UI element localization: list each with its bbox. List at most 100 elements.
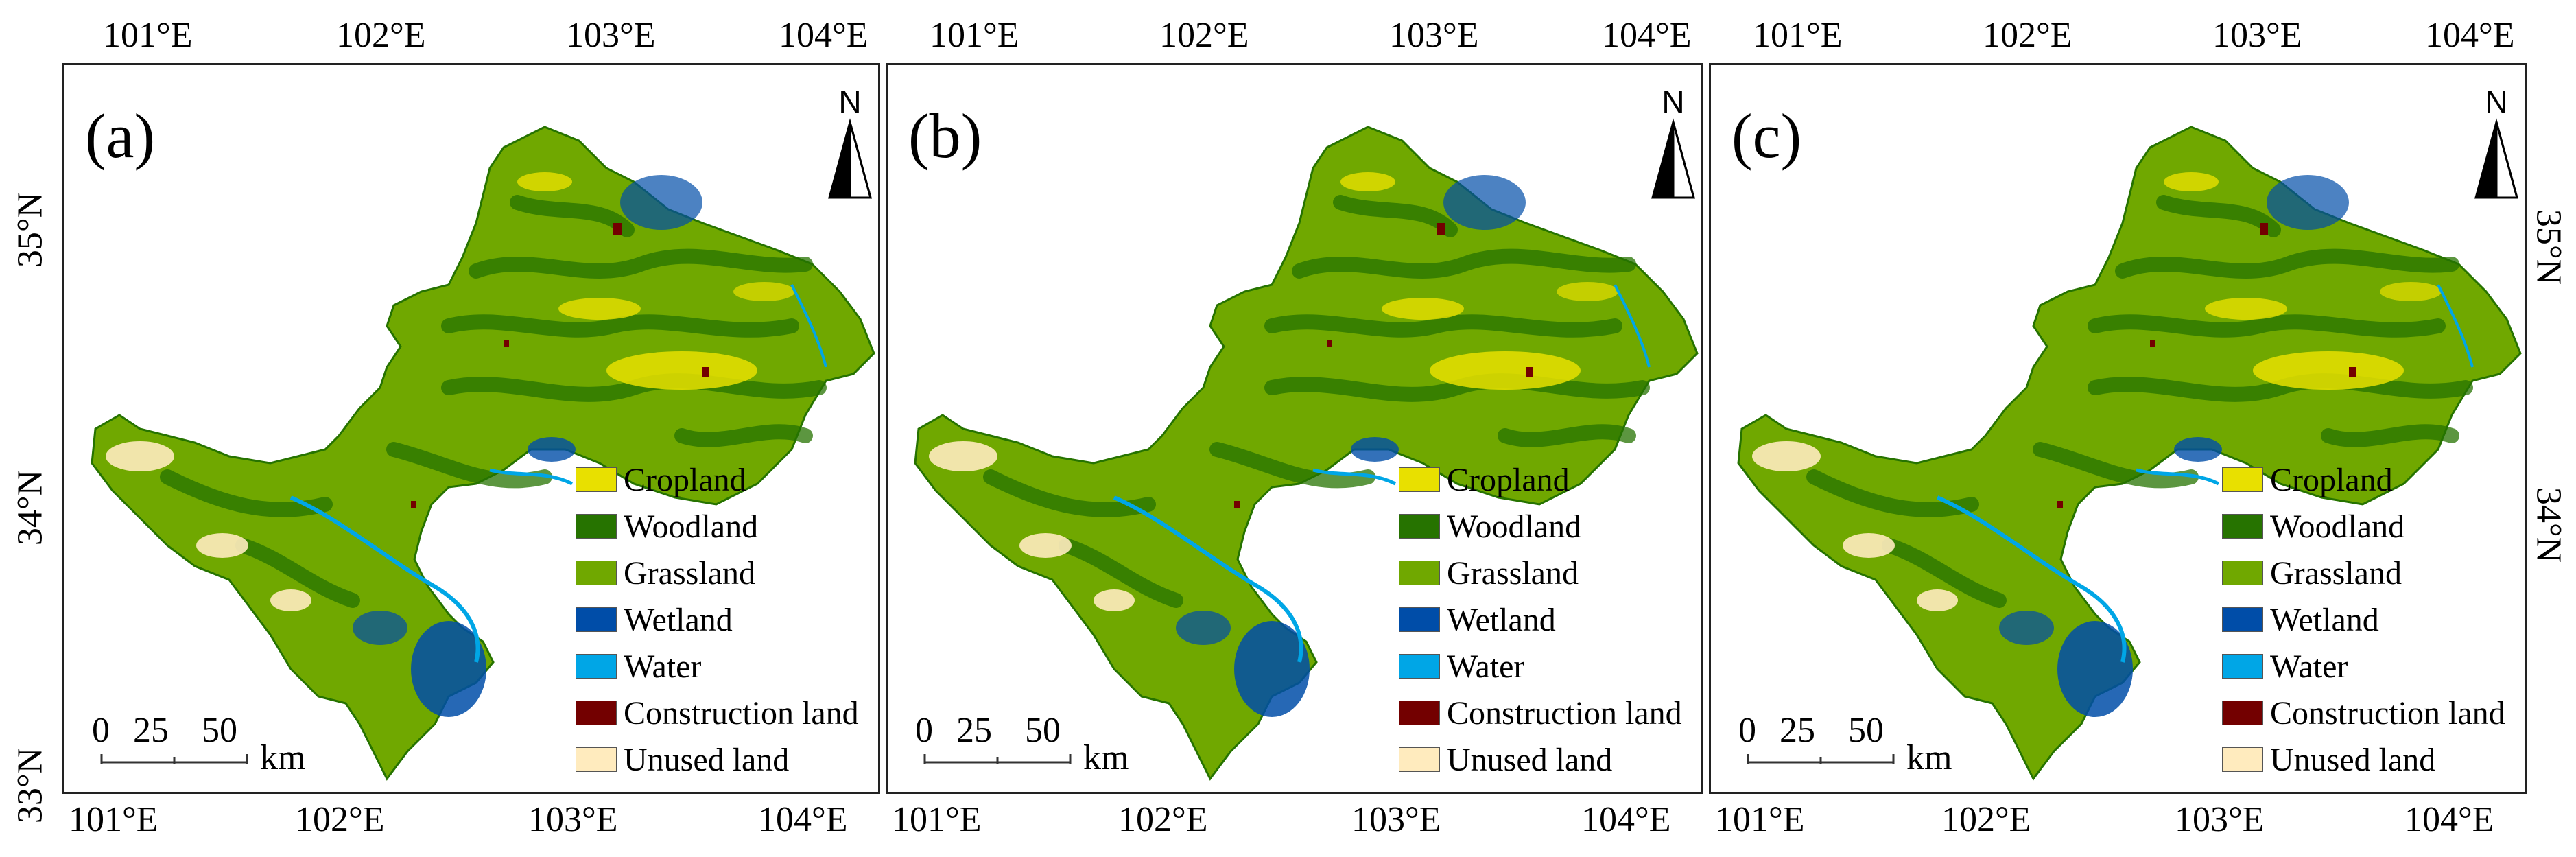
scale-tick: 0	[1738, 711, 1756, 750]
panel-label: (b)	[908, 101, 982, 171]
swatch-wetland	[2222, 607, 2263, 632]
lon-tick-top: 103°E	[566, 16, 656, 55]
lon-tick-top: 101°E	[103, 16, 193, 55]
scale-bar: 0 25 50 km	[92, 710, 325, 786]
legend: Cropland Woodland Grassland Wetland Wate…	[576, 456, 877, 783]
lat-tick-left: 34°N	[10, 469, 50, 546]
swatch-unused-land	[2222, 747, 2263, 772]
north-arrow: N	[819, 84, 878, 201]
scale-bar: 0 25 50 km	[915, 710, 1148, 786]
swatch-water	[1399, 654, 1440, 679]
legend-item-construction-land: Construction land	[1399, 690, 1701, 736]
swatch-wetland	[576, 607, 617, 632]
lat-tick-right: 34°N	[2529, 486, 2568, 563]
legend-label: Woodland	[624, 508, 759, 545]
legend-label: Construction land	[1447, 694, 1682, 731]
legend: Cropland Woodland Grassland Wetland Wate…	[2222, 456, 2524, 783]
lon-tick-bottom: 101°E	[1715, 800, 1805, 839]
scale-tick: 50	[202, 711, 237, 750]
swatch-water	[576, 654, 617, 679]
legend-item-woodland: Woodland	[576, 503, 877, 550]
lon-tick-top: 102°E	[1983, 16, 2072, 55]
legend-item-water: Water	[576, 643, 877, 690]
lon-tick-bottom: 104°E	[2404, 800, 2494, 839]
legend-label: Water	[2270, 648, 2348, 685]
scale-unit: km	[260, 738, 306, 777]
land-use-map-c	[1737, 126, 2522, 781]
legend-item-construction-land: Construction land	[576, 690, 877, 736]
scale-tick: 25	[956, 711, 992, 750]
legend-label: Wetland	[1447, 601, 1556, 638]
legend-item-wetland: Wetland	[1399, 596, 1701, 643]
legend-item-woodland: Woodland	[1399, 503, 1701, 550]
north-label: N	[2485, 84, 2508, 119]
north-arrow-icon	[1651, 118, 1695, 199]
legend-label: Wetland	[2270, 601, 2379, 638]
lat-tick-right: 35°N	[2529, 209, 2568, 285]
legend-label: Woodland	[2270, 508, 2405, 545]
lon-tick-top: 102°E	[1159, 16, 1249, 55]
lon-tick-bottom: 102°E	[1941, 800, 2031, 839]
scale-bar: 0 25 50 km	[1738, 710, 1972, 786]
legend-label: Woodland	[1447, 508, 1582, 545]
scale-tick: 0	[92, 711, 110, 750]
lon-tick-top: 101°E	[930, 16, 1019, 55]
panel-label: (c)	[1732, 101, 1802, 171]
lon-tick-bottom: 102°E	[295, 800, 385, 839]
north-arrow: N	[2466, 84, 2525, 201]
land-use-map-b	[914, 126, 1699, 781]
legend-item-water: Water	[2222, 643, 2524, 690]
lon-tick-top: 103°E	[2212, 16, 2302, 55]
scale-unit: km	[1906, 738, 1952, 777]
swatch-unused-land	[576, 747, 617, 772]
swatch-cropland	[2222, 467, 2263, 492]
north-arrow-icon	[2474, 118, 2518, 199]
legend-label: Grassland	[1447, 554, 1579, 591]
swatch-wetland	[1399, 607, 1440, 632]
legend-item-wetland: Wetland	[2222, 596, 2524, 643]
lon-tick-top: 104°E	[2425, 16, 2515, 55]
legend-item-cropland: Cropland	[1399, 456, 1701, 503]
lon-tick-bottom: 101°E	[892, 800, 982, 839]
lon-tick-top: 102°E	[336, 16, 426, 55]
legend-label: Grassland	[624, 554, 755, 591]
lon-tick-bottom: 103°E	[1351, 800, 1441, 839]
swatch-grassland	[2222, 561, 2263, 585]
map-panel-c: (c) N Cropland Woodland Grassland Wetlan…	[1709, 63, 2527, 794]
legend-item-grassland: Grassland	[1399, 550, 1701, 596]
north-label: N	[1662, 84, 1685, 119]
swatch-grassland	[1399, 561, 1440, 585]
lon-tick-bottom: 104°E	[758, 800, 848, 839]
legend-label: Cropland	[2270, 461, 2393, 498]
legend-item-woodland: Woodland	[2222, 503, 2524, 550]
scale-bar-line	[923, 754, 1072, 764]
legend-item-wetland: Wetland	[576, 596, 877, 643]
lon-tick-top: 101°E	[1753, 16, 1843, 55]
lon-tick-bottom: 102°E	[1118, 800, 1208, 839]
swatch-cropland	[576, 467, 617, 492]
scale-unit: km	[1083, 738, 1129, 777]
legend-label: Grassland	[2270, 554, 2402, 591]
swatch-grassland	[576, 561, 617, 585]
scale-tick: 0	[915, 711, 933, 750]
legend-label: Unused land	[1447, 741, 1613, 778]
legend-label: Construction land	[2270, 694, 2505, 731]
legend-item-grassland: Grassland	[2222, 550, 2524, 596]
lat-tick-left: 33°N	[10, 747, 50, 824]
lon-tick-top: 104°E	[779, 16, 868, 55]
legend-item-cropland: Cropland	[576, 456, 877, 503]
legend-label: Cropland	[1447, 461, 1570, 498]
swatch-woodland	[2222, 514, 2263, 539]
lon-tick-bottom: 103°E	[528, 800, 618, 839]
panel-label: (a)	[85, 101, 156, 171]
legend-label: Cropland	[624, 461, 746, 498]
swatch-construction-land	[2222, 701, 2263, 725]
legend-item-construction-land: Construction land	[2222, 690, 2524, 736]
swatch-cropland	[1399, 467, 1440, 492]
legend-item-cropland: Cropland	[2222, 456, 2524, 503]
legend-label: Water	[624, 648, 702, 685]
legend-item-grassland: Grassland	[576, 550, 877, 596]
scale-tick: 50	[1848, 711, 1884, 750]
scale-bar-line	[100, 754, 248, 764]
legend-item-unused-land: Unused land	[1399, 736, 1701, 783]
